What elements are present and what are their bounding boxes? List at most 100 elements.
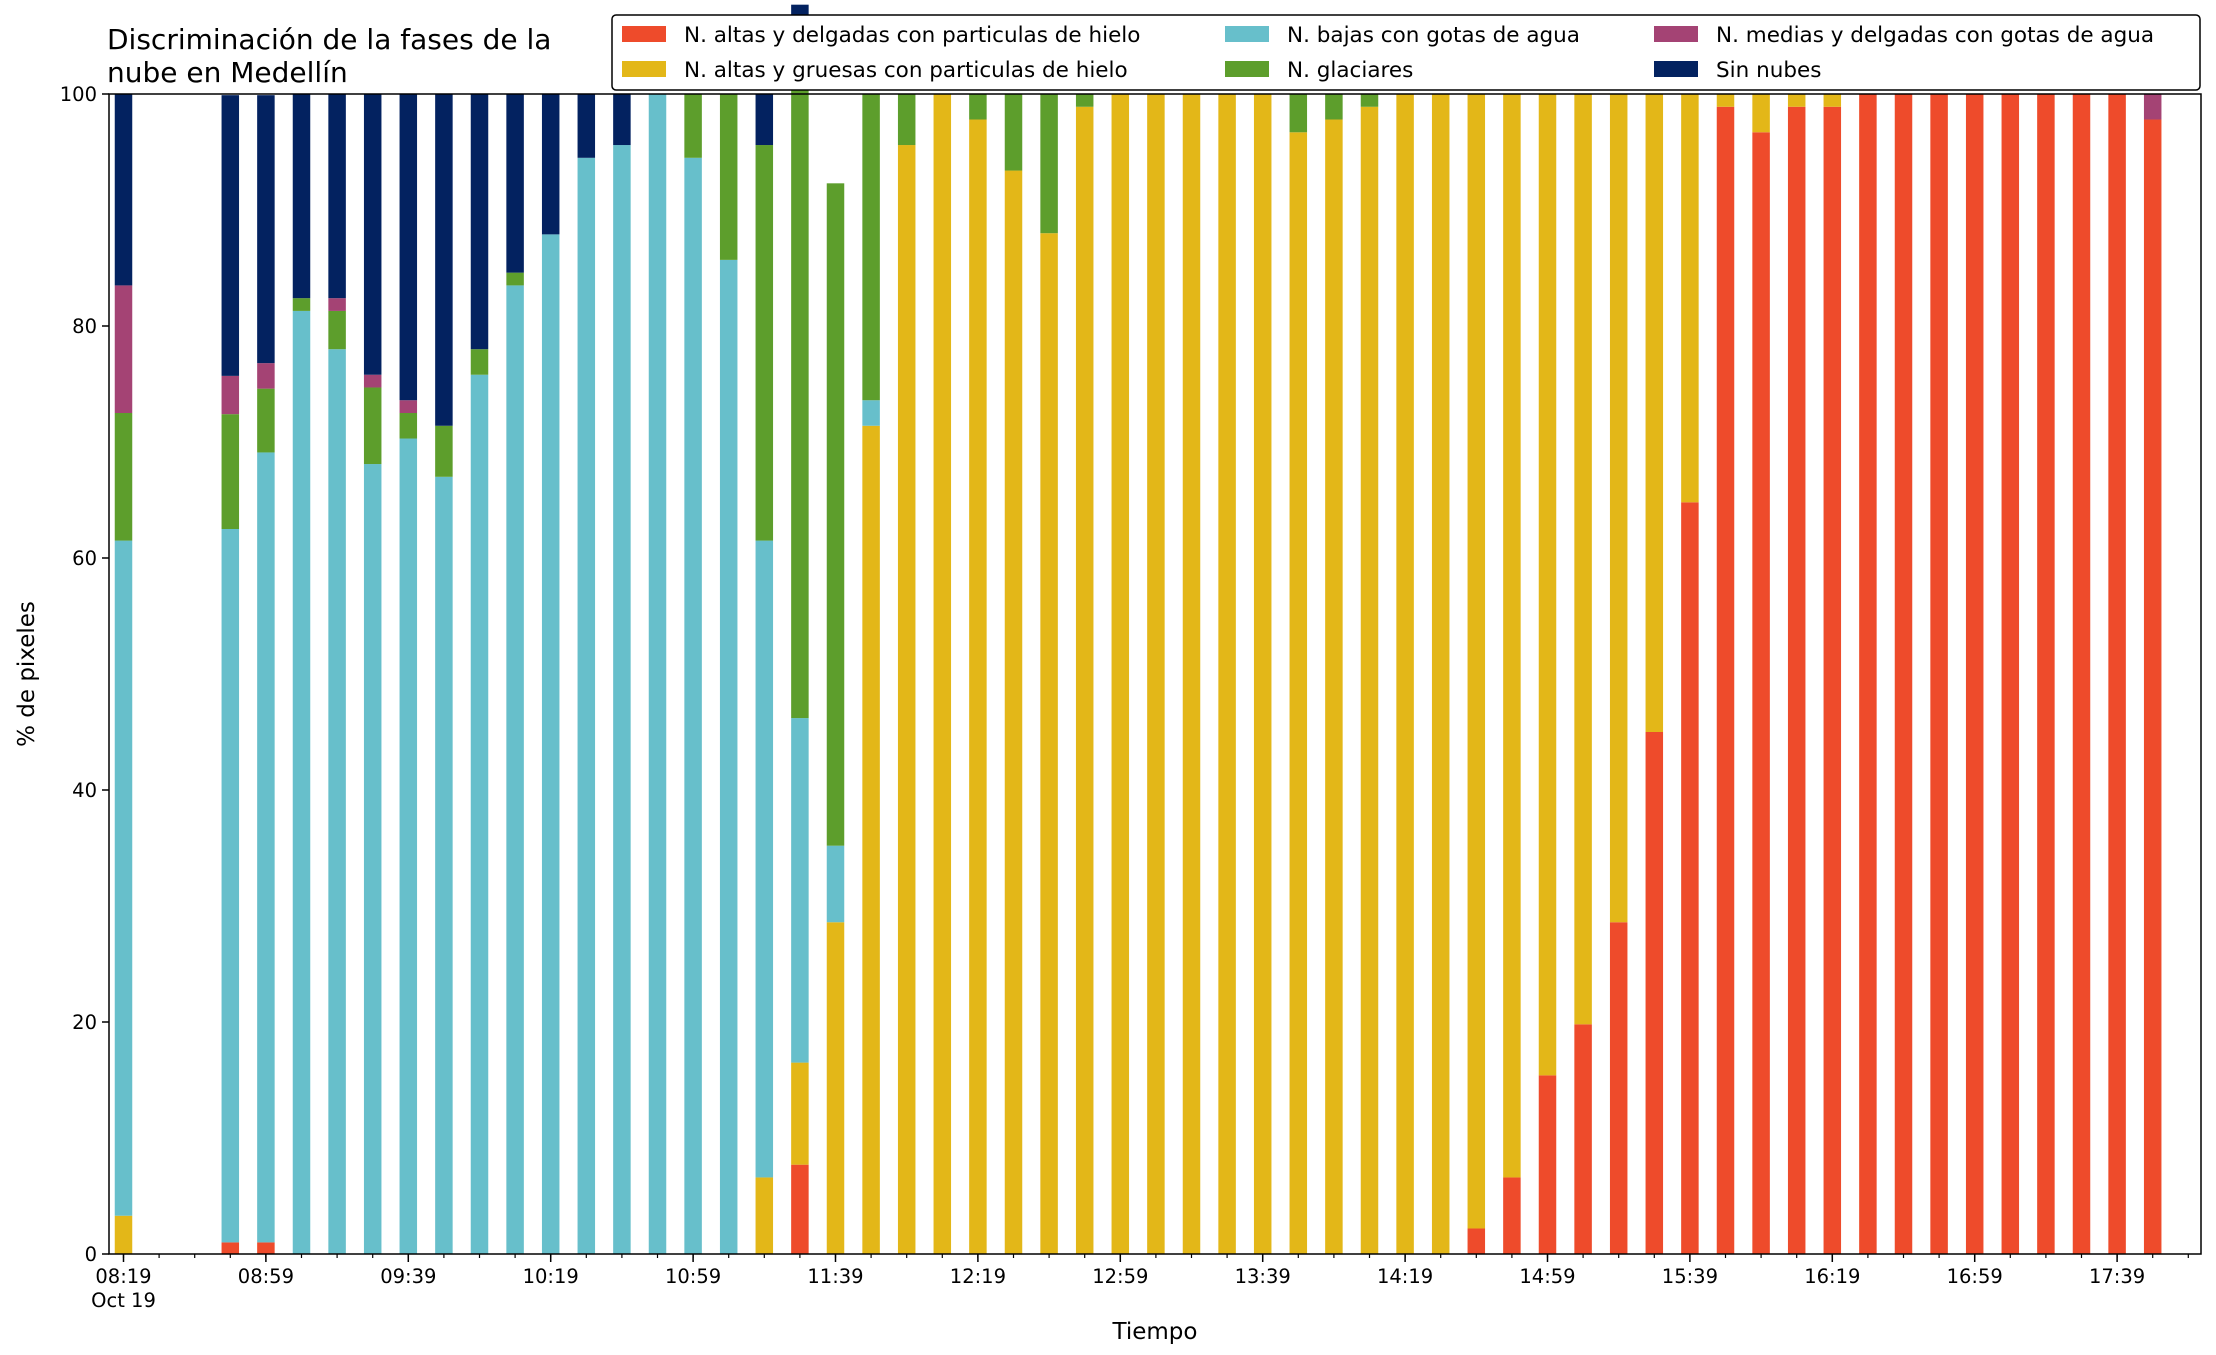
legend-label: Sin nubes xyxy=(1716,58,1821,83)
bar-segment xyxy=(719,259,738,1254)
bar-segment xyxy=(684,94,702,158)
bar-segment xyxy=(1823,94,1842,107)
x-tick-label: 08:19 xyxy=(95,1265,151,1288)
bar-segment xyxy=(1218,94,1236,1254)
legend-item: N. bajas con gotas de agua xyxy=(1225,23,1580,48)
bar-segment xyxy=(328,310,346,350)
y-tick-label: 100 xyxy=(60,83,97,106)
bar-segment xyxy=(791,718,809,1063)
bar-segment xyxy=(114,413,133,541)
bar-segment xyxy=(435,425,453,477)
legend-item: N. medias y delgadas con gotas de agua xyxy=(1654,23,2154,48)
bar-segment xyxy=(719,94,738,260)
bar-segment xyxy=(1360,94,1379,107)
bar-segment xyxy=(363,94,382,375)
bar-segment xyxy=(969,94,987,120)
y-tick-label: 80 xyxy=(72,315,97,338)
bar-segment xyxy=(862,94,880,401)
bar-segment xyxy=(399,413,418,439)
bar-segment xyxy=(826,183,845,846)
bar-segment xyxy=(791,1062,809,1165)
bar-segment xyxy=(328,298,346,311)
bar-segment xyxy=(1965,94,1984,1254)
y-tick-label: 40 xyxy=(72,779,97,802)
bar-segment xyxy=(1004,170,1023,1254)
bar-segment xyxy=(1075,106,1094,1254)
legend-swatch xyxy=(1225,26,1269,42)
bar-segment xyxy=(1075,94,1094,107)
bar-segment xyxy=(221,375,240,415)
x-tick-label: 16:59 xyxy=(1947,1265,2003,1288)
legend-item: N. glaciares xyxy=(1225,58,1413,83)
chart-title: Discriminación de la fases de la nube en … xyxy=(107,23,551,89)
x-tick-label: 10:19 xyxy=(523,1265,579,1288)
legend-item: Sin nubes xyxy=(1654,58,1821,83)
legend: N. altas y delgadas con particulas de hi… xyxy=(611,14,2201,91)
bar-segment xyxy=(114,1215,133,1254)
x-tick-label: 11:39 xyxy=(807,1265,863,1288)
bar-segment xyxy=(1752,132,1770,1254)
legend-label: N. bajas con gotas de agua xyxy=(1287,23,1580,48)
bar-segment xyxy=(648,94,667,1254)
bar-segment xyxy=(1716,94,1735,107)
x-tick-label: 13:39 xyxy=(1235,1265,1291,1288)
bar-segment xyxy=(2001,94,2020,1254)
bar-segment xyxy=(755,145,774,541)
bar-segment xyxy=(470,374,489,1255)
bar-segment xyxy=(257,452,275,1243)
legend-label: N. glaciares xyxy=(1287,58,1413,83)
bar-segment xyxy=(1859,94,1877,1254)
bar-segment xyxy=(221,95,240,376)
bar-segment xyxy=(1467,1228,1486,1254)
bar-segment xyxy=(292,310,311,1254)
bar-segment xyxy=(1289,132,1308,1254)
bar-segment xyxy=(2143,94,2162,120)
bar-segment xyxy=(1538,94,1557,1076)
legend-swatch xyxy=(1225,61,1269,77)
bar-segment xyxy=(1645,94,1664,732)
bar-segment xyxy=(506,272,524,286)
bar-segment xyxy=(1253,94,1272,1254)
bar-segment xyxy=(292,298,311,311)
bar-segment xyxy=(1040,94,1058,234)
legend-label: N. altas y delgadas con particulas de hi… xyxy=(684,23,1140,48)
bar-segment xyxy=(755,1177,774,1254)
x-tick-label: 16:19 xyxy=(1804,1265,1860,1288)
y-axis: 0 20 40 60 80 100 xyxy=(60,83,109,1266)
bar-segment xyxy=(1930,94,1948,1254)
bar-segment xyxy=(1645,732,1664,1254)
bar-segment xyxy=(1289,94,1308,133)
bar-segment xyxy=(1609,94,1628,923)
bar-segment xyxy=(257,363,275,389)
bar-segment xyxy=(755,540,774,1178)
legend-swatch xyxy=(622,61,666,77)
bar-segment xyxy=(1574,1024,1592,1254)
x-tick-label: 12:19 xyxy=(950,1265,1006,1288)
bar-segment xyxy=(1182,94,1201,1254)
bar-segment xyxy=(826,922,845,1254)
legend-swatch xyxy=(1654,26,1698,42)
bar-segment xyxy=(541,234,560,1255)
bar-segment xyxy=(399,400,418,413)
bar-segment xyxy=(1111,94,1130,1254)
x-axis-label: Tiempo xyxy=(1112,1319,1198,1345)
bar-segment xyxy=(1538,1075,1557,1254)
bar-segment xyxy=(328,349,346,1254)
bar-segment xyxy=(2072,94,2091,1254)
legend-label: N. altas y gruesas con particulas de hie… xyxy=(684,58,1128,83)
bar-segment xyxy=(897,94,916,146)
x-tick-sublabel: Oct 19 xyxy=(91,1289,156,1312)
bar-segment xyxy=(791,55,809,719)
x-tick-label: 14:19 xyxy=(1377,1265,1433,1288)
bar-segment xyxy=(1681,502,1699,1254)
bar-segment xyxy=(257,388,275,453)
bar-segment xyxy=(257,1242,275,1254)
y-tick-label: 20 xyxy=(72,1011,97,1034)
bar-segment xyxy=(1325,119,1343,1254)
bar-segment xyxy=(435,476,453,1254)
bar-segment xyxy=(363,464,382,1254)
legend-swatch xyxy=(1654,61,1698,77)
bar-segment xyxy=(862,400,880,426)
bar-segment xyxy=(328,94,346,299)
